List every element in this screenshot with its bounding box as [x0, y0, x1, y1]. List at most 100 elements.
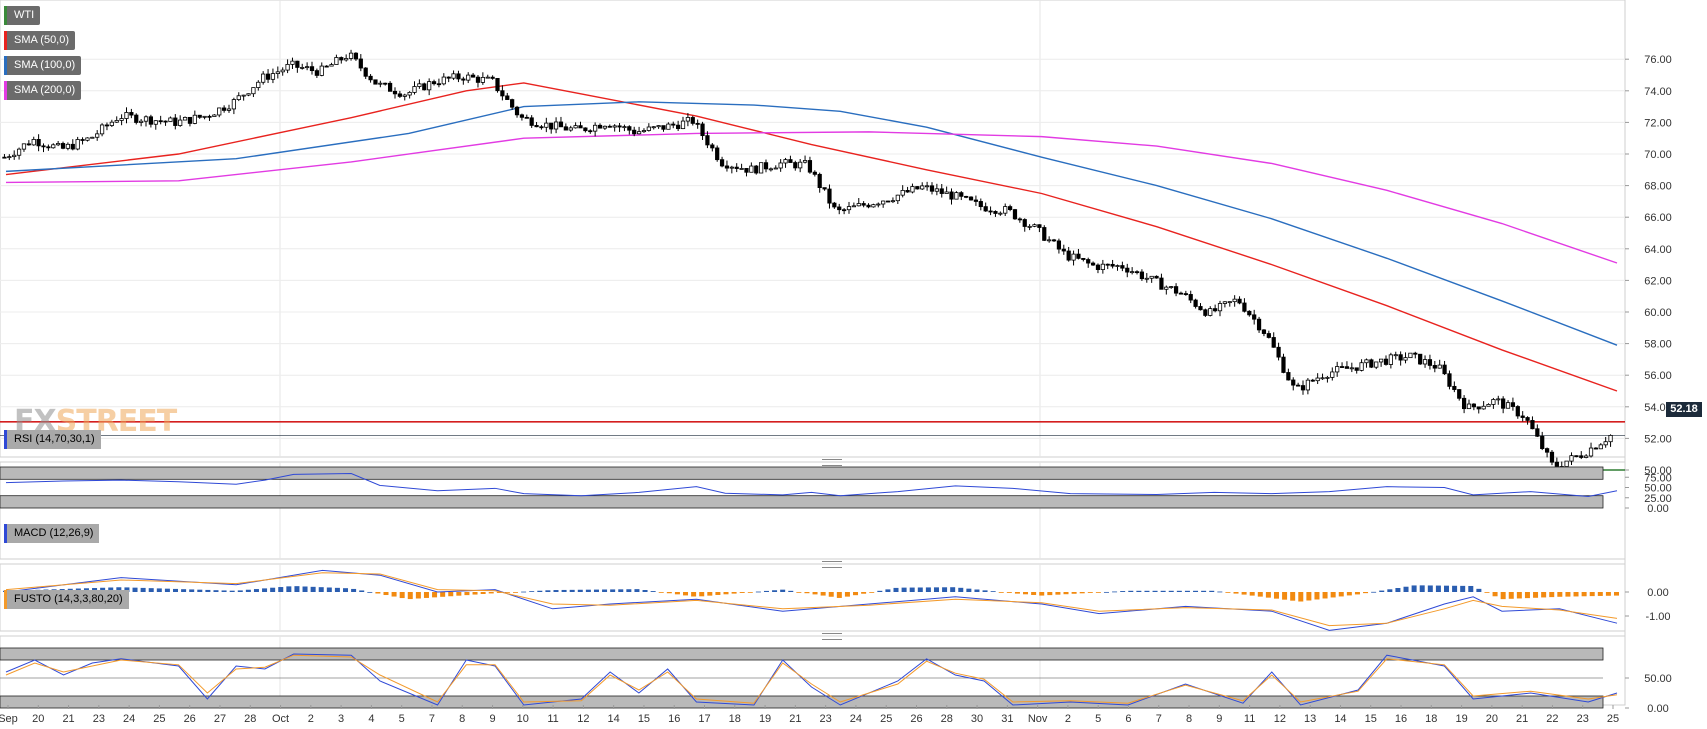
candle-body [676, 124, 681, 130]
candle-body [1398, 354, 1403, 361]
candle-body [1505, 402, 1511, 409]
time-axis-label: 18 [1425, 713, 1437, 725]
candle-body [192, 114, 197, 124]
candle-body [1496, 398, 1501, 401]
candle-body [802, 160, 808, 163]
time-axis-label: 21 [62, 713, 74, 725]
candle-body [998, 212, 1003, 215]
candle-body [505, 95, 510, 100]
macd-histogram-bar [1201, 590, 1207, 592]
macd-histogram-bar [877, 590, 883, 592]
macd-histogram-bar [569, 589, 575, 592]
macd-signal-line [5, 572, 1618, 627]
fusto-pane [0, 647, 1618, 709]
candle-body [1237, 298, 1242, 304]
candle-body [1369, 359, 1374, 368]
macd-histogram-bar [245, 589, 251, 592]
candle-body [495, 78, 500, 92]
candle-body [85, 137, 90, 141]
candle-body [563, 126, 568, 131]
candle-body [627, 126, 632, 131]
candle-body [710, 144, 715, 149]
macd-histogram-bar [1524, 592, 1530, 599]
candle-body [1076, 253, 1081, 259]
candle-body [226, 108, 232, 111]
candle-body [139, 120, 144, 123]
candle-body [80, 139, 85, 141]
candle-body [1125, 267, 1130, 273]
candle-body [763, 162, 769, 170]
candle-body [324, 65, 329, 68]
time-axis-label: 9 [489, 713, 495, 725]
candle-body [99, 124, 105, 135]
time-axis-label: 23 [1577, 713, 1589, 725]
legend-symbol-swatch [4, 6, 7, 25]
candle-body [95, 133, 100, 138]
candle-body [900, 190, 905, 196]
candle-body [261, 73, 266, 83]
time-axis-label: 23 [820, 713, 832, 725]
macd-histogram-bar [1298, 592, 1304, 602]
candle-body [964, 195, 969, 198]
candle-body [363, 67, 368, 77]
candle-body [2, 156, 7, 159]
macd-histogram-bar [844, 592, 850, 597]
candle-body [344, 58, 349, 61]
candle-body [285, 64, 290, 71]
time-axis-label: 20 [32, 713, 44, 725]
macd-histogram-bar [1460, 585, 1466, 592]
legend-symbol[interactable]: WTI [4, 6, 41, 25]
pane-resize-handle-macd[interactable] [822, 561, 842, 568]
legend-sma200[interactable]: SMA (200,0) [4, 81, 82, 100]
legend-fusto[interactable]: FUSTO (14,3,3,80,20) [4, 590, 129, 609]
candle-body [988, 210, 993, 213]
fusto-k-line [5, 653, 1618, 706]
macd-histogram-bar [1492, 592, 1498, 597]
candle-body [651, 126, 656, 129]
macd-histogram-bar [253, 589, 259, 592]
macd-histogram-bar [156, 588, 162, 592]
pane-resize-handle-rsi[interactable] [822, 459, 842, 466]
candle-body [397, 93, 402, 97]
candle-body [1593, 447, 1599, 450]
candle-body [485, 76, 490, 79]
legend-sma100[interactable]: SMA (100,0) [4, 56, 82, 75]
candle-body [993, 211, 998, 214]
candle-body [12, 154, 17, 158]
candle-body [1501, 398, 1506, 409]
candle-body [51, 144, 56, 149]
time-axis-label: 30 [971, 713, 983, 725]
macd-histogram-bar [529, 591, 535, 592]
candle-body [656, 125, 661, 128]
candle-body [1164, 286, 1169, 290]
candle-body [866, 204, 871, 208]
macd-histogram-bar [1589, 592, 1595, 597]
legend-rsi[interactable]: RSI (14,70,30,1) [4, 430, 101, 449]
candle-body [612, 125, 617, 128]
candle-body [861, 203, 866, 206]
macd-histogram-bar [1419, 585, 1425, 592]
macd-histogram-bar [294, 586, 300, 592]
legend-symbol-label: WTI [14, 9, 35, 21]
candle-body [1452, 385, 1457, 390]
candle-body [583, 127, 588, 132]
macd-histogram-bar [699, 592, 705, 597]
candle-body [173, 117, 178, 126]
legend-macd[interactable]: MACD (12,26,9) [4, 524, 100, 543]
fusto-axis-label: 0.00 [1647, 703, 1668, 715]
candle-body [7, 156, 12, 159]
macd-histogram-bar [1363, 592, 1369, 594]
candle-body [973, 199, 979, 202]
candle-body [915, 186, 920, 190]
candle-body [441, 76, 446, 85]
pane-resize-handle-fusto[interactable] [822, 633, 842, 640]
candle-body [739, 168, 744, 170]
candle-body [1081, 257, 1086, 260]
legend-sma50[interactable]: SMA (50,0) [4, 31, 76, 50]
candle-body [646, 126, 651, 131]
price-axis-label: 66.00 [1644, 212, 1672, 224]
candle-body [314, 70, 319, 76]
axis-labels: 50.0052.0054.0056.0058.0060.0062.0064.00… [0, 54, 1672, 725]
candle-body [768, 168, 773, 171]
